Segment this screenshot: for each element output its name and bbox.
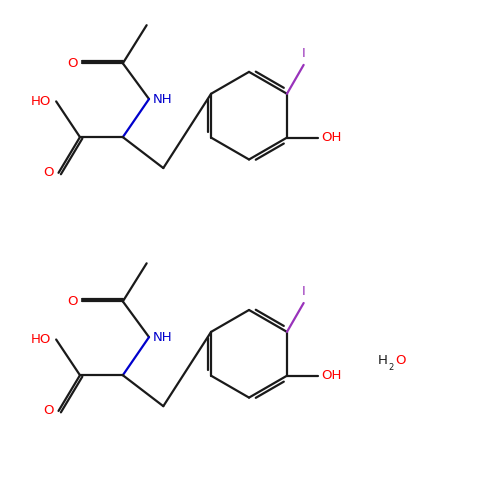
Text: HO: HO bbox=[31, 95, 51, 108]
Text: NH: NH bbox=[153, 92, 172, 105]
Text: OH: OH bbox=[322, 131, 342, 144]
Text: 2: 2 bbox=[388, 363, 393, 372]
Text: H: H bbox=[377, 354, 387, 367]
Text: OH: OH bbox=[322, 369, 342, 382]
Text: NH: NH bbox=[153, 331, 172, 343]
Text: HO: HO bbox=[31, 333, 51, 346]
Text: O: O bbox=[43, 166, 54, 179]
Text: O: O bbox=[67, 57, 78, 70]
Text: I: I bbox=[302, 47, 306, 60]
Text: I: I bbox=[302, 285, 306, 298]
Text: O: O bbox=[395, 354, 406, 367]
Text: O: O bbox=[43, 404, 54, 417]
Text: O: O bbox=[67, 295, 78, 308]
